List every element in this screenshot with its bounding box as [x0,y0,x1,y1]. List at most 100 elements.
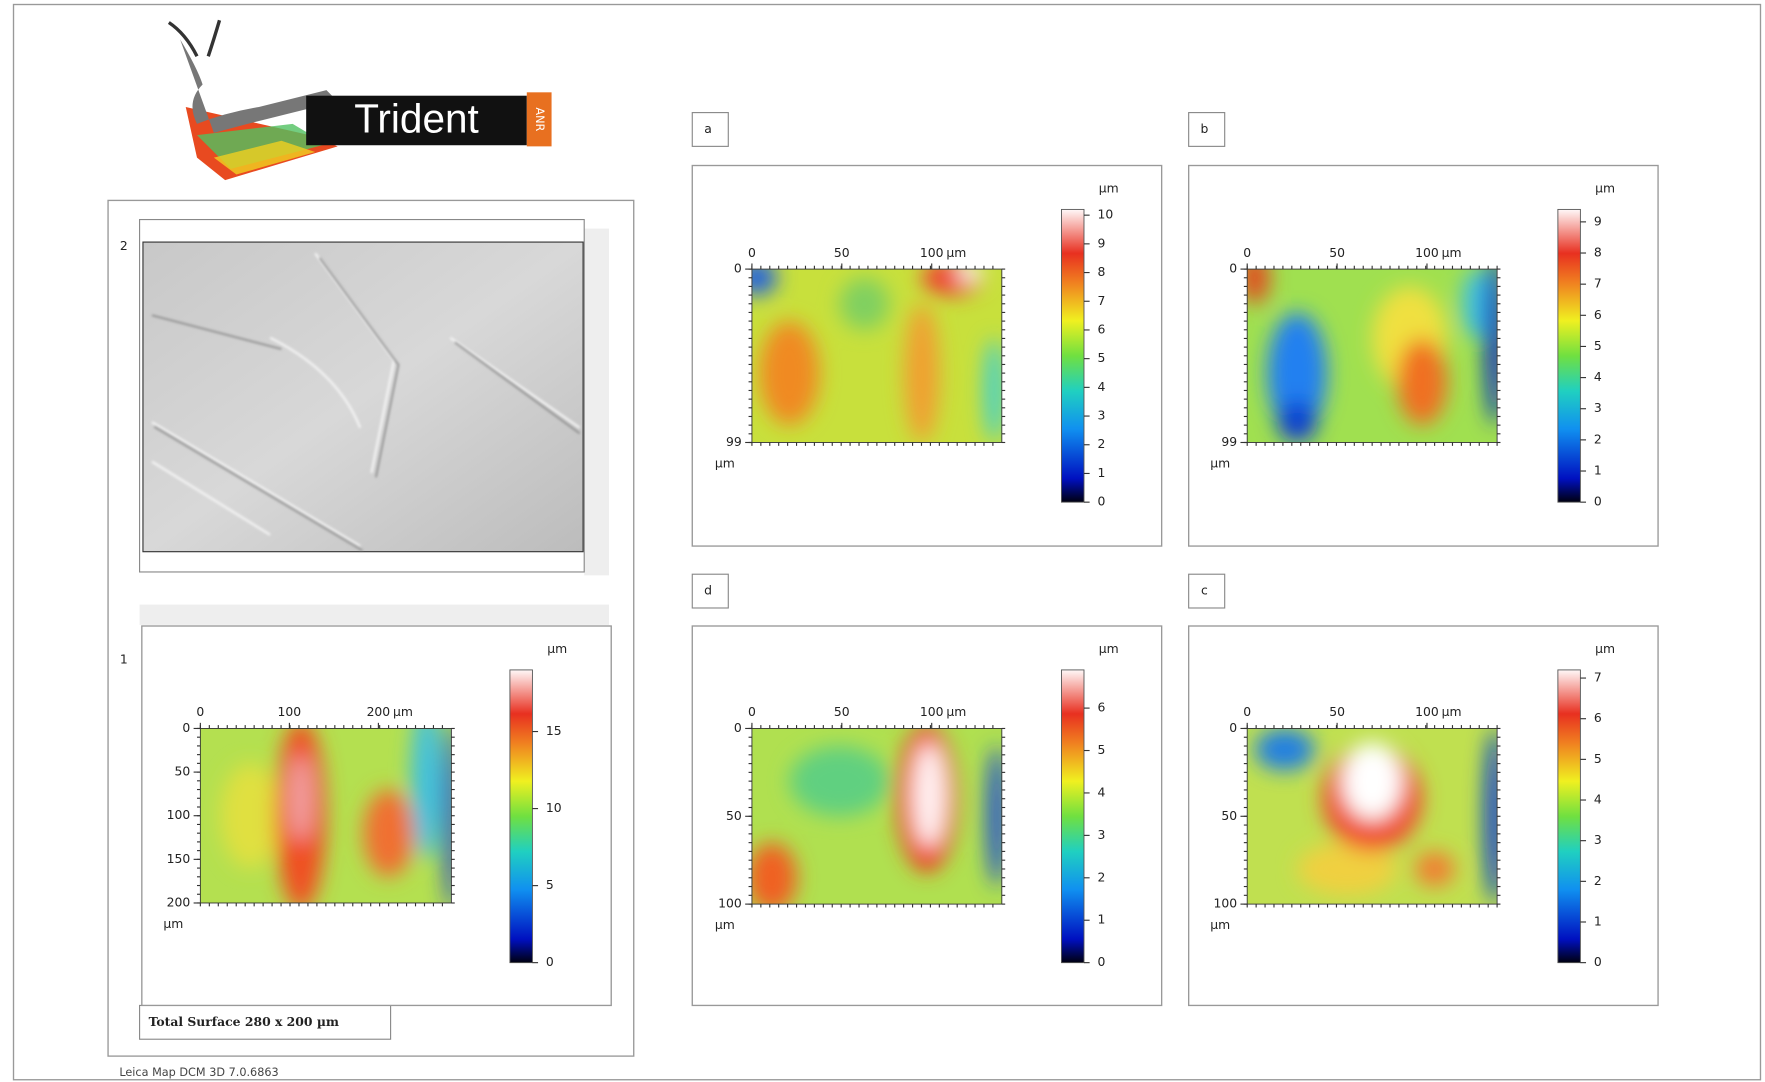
x-unit: µm [393,705,413,719]
y-tick-label: 50 [1221,809,1237,823]
panel-label: b [1201,122,1209,136]
colorbar-tick-label: 10 [1097,208,1113,222]
x-unit: µm [946,705,966,719]
colorbar-tick-label: 5 [1097,351,1105,365]
x-unit: µm [1442,705,1462,719]
colorbar-tick-label: 15 [546,724,562,738]
colorbar-tick-label: 8 [1097,265,1105,279]
height-blob [912,743,947,848]
height-blob [1255,728,1315,770]
x-tick-label: 100 [1415,246,1439,260]
colorbar-tick-label: 5 [1594,339,1602,353]
colorbar-tick-label: 2 [1594,432,1602,446]
colorbar-unit: µm [1595,642,1615,656]
colorbar-tick-label: 4 [1594,370,1602,384]
height-blob [904,304,939,443]
y-tick-label: 100 [167,808,191,822]
y-tick-label: 50 [726,809,742,823]
page: Surface maps {"logo": {"text": "Trident"… [0,0,1765,1082]
x-unit: µm [1442,246,1462,260]
colorbar-tick-label: 6 [1097,701,1105,715]
colorbar-unit: µm [1099,182,1119,196]
colorbar-tick-label: 3 [1097,828,1105,842]
x-tick-label: 100 [278,705,302,719]
colorbar-tick-label: 4 [1097,380,1105,394]
y-tick-label: 0 [1229,262,1237,276]
colorbar-tick-label: 4 [1097,785,1105,799]
y-tick-label: 100 [1213,897,1237,911]
colorbar-unit: µm [1099,642,1119,656]
colorbar [510,670,533,963]
footer: Leica Map DCM 3D 7.0.6863 [119,1066,278,1079]
logo-text: Trident [354,95,479,141]
logo-badge-text: ANR [533,107,546,131]
height-blob [1397,338,1447,425]
x-tick-label: 50 [1329,246,1345,260]
x-tick-label: 0 [748,246,756,260]
y-unit: µm [715,456,735,470]
x-tick-label: 0 [1243,705,1251,719]
colorbar-tick-label: 10 [546,801,562,815]
colorbar-tick-label: 0 [1097,495,1105,509]
colorbar-tick-label: 2 [1097,437,1105,451]
y-tick-label: 0 [182,721,190,735]
height-blob [220,763,280,868]
colorbar-tick-label: 5 [546,878,554,892]
panel-label: d [704,584,712,598]
colorbar-tick-label: 1 [1097,913,1105,927]
colorbar-tick-label: 7 [1097,294,1105,308]
height-map [1247,728,1504,904]
colorbar-tick-label: 5 [1594,752,1602,766]
height-blob [839,278,889,330]
x-tick-label: 0 [1243,246,1251,260]
colorbar-tick-label: 5 [1097,743,1105,757]
height-blob [789,746,889,816]
colorbar-tick-label: 3 [1594,833,1602,847]
colorbar-tick-label: 0 [1594,495,1602,509]
colorbar-tick-label: 0 [546,955,554,969]
y-tick-label: 50 [174,765,190,779]
height-blob [1415,851,1455,886]
colorbar-tick-label: 7 [1594,277,1602,291]
height-map [200,702,459,911]
shadow [140,605,609,625]
y-unit: µm [715,918,735,932]
y-tick-label: 0 [734,721,742,735]
x-tick-label: 50 [1329,705,1345,719]
height-blob [984,338,1004,442]
colorbar-tick-label: 0 [1594,955,1602,969]
panel-label: a [704,122,712,136]
y-unit: µm [163,917,183,931]
height-map [737,260,1004,442]
report: Trident ANR 2 Total Surface 280 x 200 µm… [0,0,1765,1082]
height-blob [1297,843,1397,896]
colorbar-tick-label: 2 [1594,874,1602,888]
caption: Total Surface 280 x 200 µm [149,1014,339,1029]
colorbar-tick-label: 7 [1594,671,1602,685]
colorbar-unit: µm [1595,182,1615,196]
colorbar-tick-label: 9 [1594,214,1602,228]
x-tick-label: 50 [834,705,850,719]
colorbar [1061,670,1084,963]
logo: Trident ANR [169,20,552,180]
height-blob [747,843,797,913]
colorbar-tick-label: 8 [1594,246,1602,260]
shadow [584,229,609,576]
x-tick-label: 100 [1415,705,1439,719]
height-blob [1342,743,1402,820]
x-tick-label: 0 [196,705,204,719]
x-tick-label: 100 [920,705,944,719]
body: Trident ANR 2 Total Surface 280 x 200 µm… [0,0,1765,1082]
panel-label: c [1201,584,1208,598]
height-blob [364,790,414,877]
y-tick-label: 150 [167,852,191,866]
x-tick-label: 200 [367,705,391,719]
colorbar [1558,209,1581,502]
colorbar-tick-label: 4 [1594,793,1602,807]
colorbar-unit: µm [547,642,567,656]
y-tick-label: 0 [734,262,742,276]
y-unit: µm [1210,456,1230,470]
height-map [747,725,1007,913]
colorbar-tick-label: 6 [1594,308,1602,322]
logo-horns [169,20,220,56]
